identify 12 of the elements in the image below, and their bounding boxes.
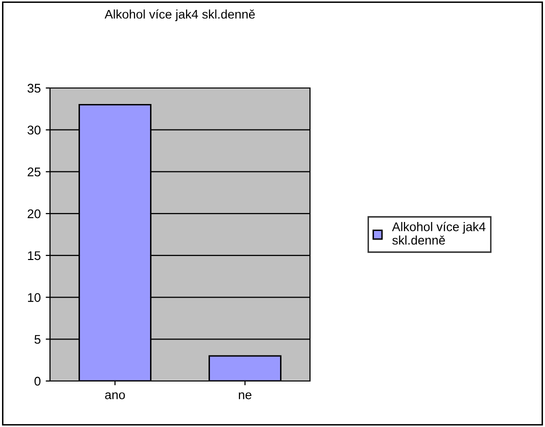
y-tick-label: 10 <box>28 293 40 302</box>
x-tick-label: ano <box>105 392 125 400</box>
chart-title: Alkohol více jak4 skl.denně <box>104 9 255 22</box>
y-tick-label: 25 <box>28 168 40 176</box>
y-tick-label: 30 <box>28 126 40 135</box>
y-tick-label: 15 <box>28 251 40 260</box>
y-tick-label: 5 <box>34 335 40 344</box>
legend-label: Alkohol více jak4 skl.denně <box>392 222 486 245</box>
y-tick-label: 0 <box>34 376 40 386</box>
y-tick-label: 20 <box>28 209 40 218</box>
x-tick-label: ne <box>238 392 252 400</box>
y-tick-label: 35 <box>28 84 40 93</box>
